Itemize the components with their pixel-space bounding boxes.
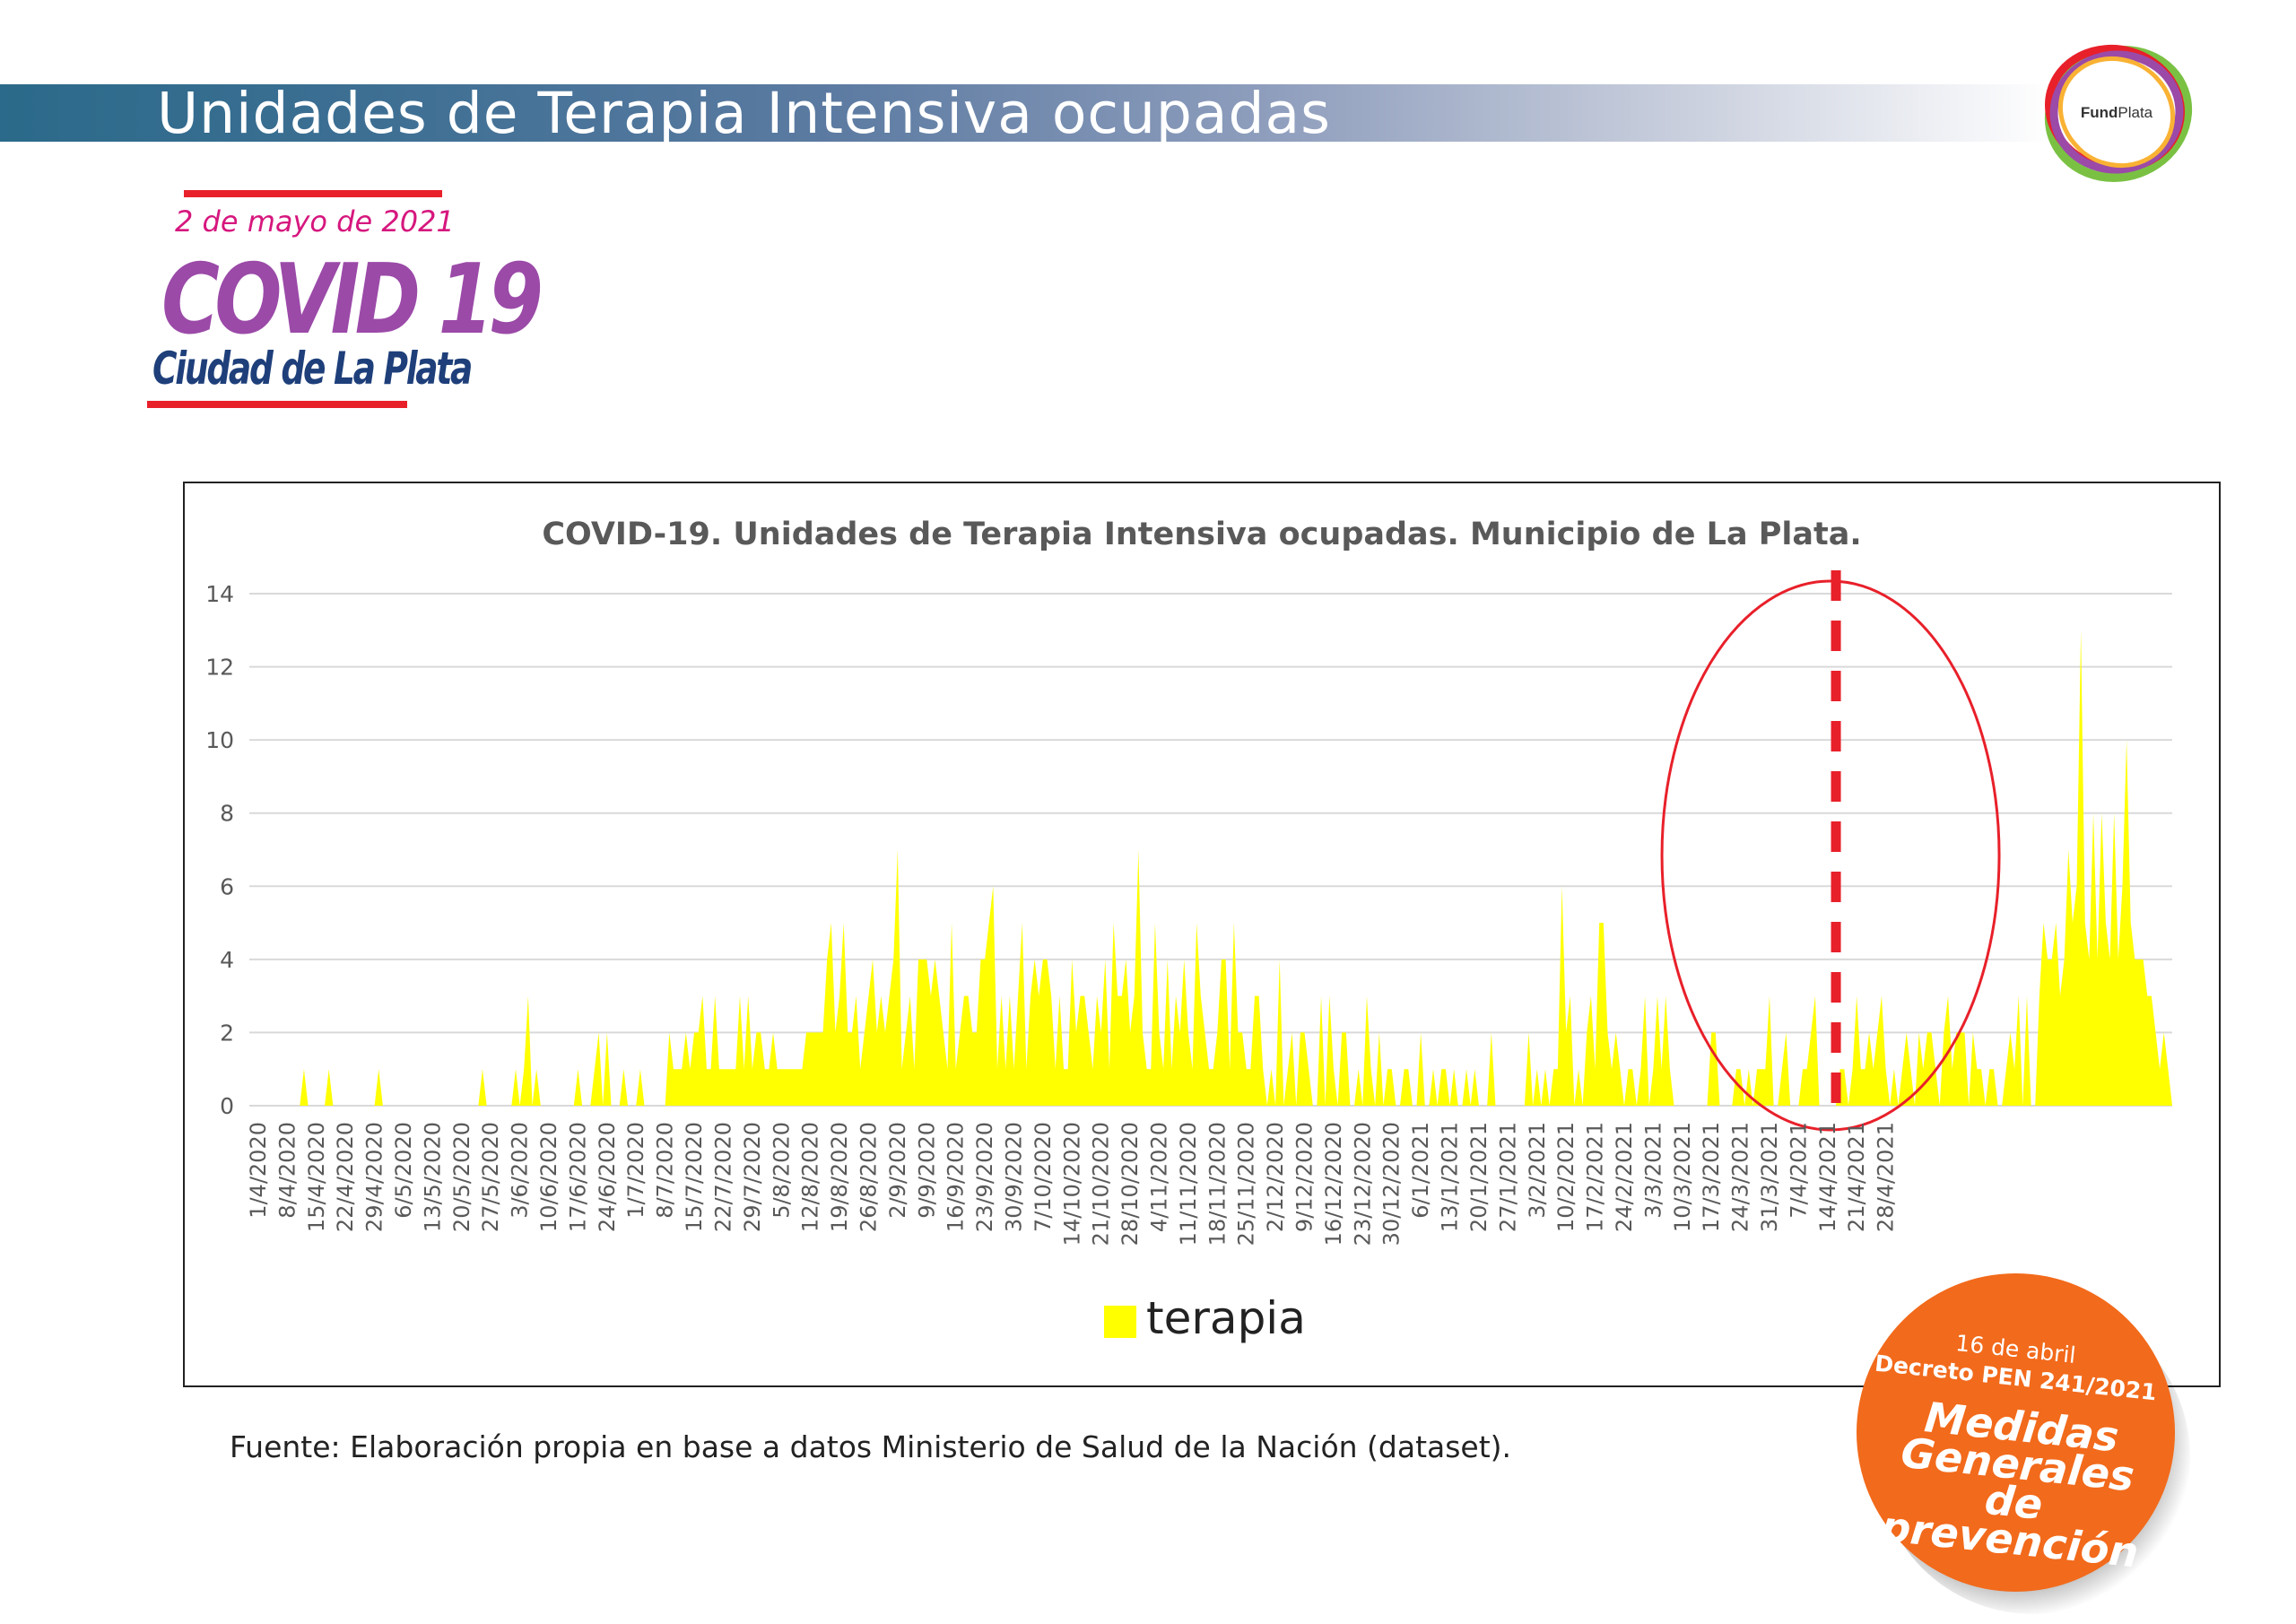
x-tick-label: 3/3/2021 [1640,1122,1665,1219]
y-tick-label: 4 [220,947,234,973]
highlight-ellipse [1660,579,2001,1132]
chart-svg: COVID-19. Unidades de Terapia Intensiva … [205,517,2172,1344]
x-tick-label: 10/2/2021 [1553,1122,1578,1232]
badge-subtitle: Ciudad de La Plata [152,343,473,395]
x-tick-label: 13/1/2021 [1438,1122,1463,1232]
page-title: Unidades de Terapia Intensiva ocupadas [157,81,1331,146]
badge-date: 2 de mayo de 2021 [175,204,455,239]
x-tick-label: 9/9/2020 [914,1122,939,1219]
badge-title: COVID 19 [161,244,544,356]
x-tick-label: 5/8/2020 [769,1122,794,1219]
x-tick-label: 17/2/2021 [1583,1122,1608,1232]
chart-frame: COVID-19. Unidades de Terapia Intensiva … [183,482,2221,1387]
x-tick-label: 28/10/2020 [1118,1122,1143,1246]
x-tick-label: 12/8/2020 [798,1122,823,1232]
x-tick-label: 3/6/2020 [508,1122,533,1219]
x-tick-label: 10/6/2020 [536,1122,561,1232]
x-tick-label: 7/10/2020 [1031,1122,1056,1232]
x-tick-label: 14/4/2021 [1815,1122,1840,1232]
x-tick-label: 15/4/2020 [304,1122,329,1232]
x-tick-label: 25/11/2020 [1234,1122,1259,1246]
x-tick-label: 8/7/2020 [653,1122,678,1219]
x-tick-label: 13/5/2020 [420,1122,445,1232]
x-tick-label: 21/4/2021 [1844,1122,1869,1232]
x-tick-label: 19/8/2020 [827,1122,852,1232]
x-tick-label: 15/7/2020 [682,1122,707,1232]
medidas-title: Medidas Generales de prevención [1878,1393,2142,1577]
x-tick-label: 29/4/2020 [362,1122,387,1232]
badge-circle: 16 de abril Decreto PEN 241/2021 Medidas… [1857,1273,2175,1592]
svg-text:FundPlata: FundPlata [2081,104,2153,121]
y-tick-label: 14 [205,581,234,607]
x-tick-label: 26/8/2020 [856,1122,881,1232]
x-tick-label: 2/9/2020 [885,1122,910,1219]
medidas-badge: 16 de abril Decreto PEN 241/2021 Medidas… [1857,1273,2197,1614]
x-tick-label: 4/11/2020 [1147,1122,1172,1232]
y-tick-label: 12 [205,655,234,681]
legend-swatch-terapia [1104,1306,1136,1338]
x-tick-label: 29/7/2020 [740,1122,765,1232]
x-tick-label: 22/4/2020 [333,1122,358,1232]
x-tick-label: 1/7/2020 [623,1122,648,1219]
x-tick-label: 6/5/2020 [391,1122,416,1219]
chart-title: COVID-19. Unidades de Terapia Intensiva … [542,517,1861,552]
x-tick-label: 27/1/2021 [1495,1122,1520,1232]
x-tick-label: 27/5/2020 [478,1122,503,1232]
fundplata-logo: FundPlata [2044,44,2193,182]
x-tick-label: 20/5/2020 [449,1122,474,1232]
x-tick-label: 20/1/2021 [1466,1122,1492,1232]
x-tick-label: 7/4/2021 [1786,1122,1811,1219]
x-tick-label: 9/12/2020 [1292,1122,1318,1232]
x-tick-label: 24/6/2020 [595,1122,620,1232]
x-tick-label: 30/12/2020 [1379,1122,1405,1246]
x-tick-label: 24/2/2021 [1612,1122,1637,1232]
legend-label-terapia: terapia [1146,1292,1306,1344]
x-tick-label: 31/3/2021 [1757,1122,1782,1232]
x-tick-label: 17/6/2020 [565,1122,590,1232]
x-tick-label: 23/9/2020 [972,1122,997,1232]
x-tick-label: 22/7/2020 [710,1122,735,1232]
x-tick-label: 14/10/2020 [1059,1122,1084,1246]
x-tick-label: 28/4/2021 [1874,1122,1899,1232]
x-tick-label: 1/4/2020 [246,1122,271,1219]
y-tick-label: 0 [220,1093,234,1119]
x-tick-label: 17/3/2021 [1699,1122,1724,1232]
badge-bottom-line [147,401,407,408]
series-terapia-area [258,630,2172,1106]
x-tick-label: 8/4/2020 [274,1122,300,1219]
covid-badge: 2 de mayo de 2021 COVID 19 Ciudad de La … [144,188,544,421]
x-tick-label: 23/12/2020 [1350,1122,1375,1246]
x-tick-label: 30/9/2020 [1001,1122,1026,1232]
x-tick-label: 18/11/2020 [1205,1122,1230,1246]
x-tick-label: 10/3/2021 [1670,1122,1695,1232]
x-tick-label: 16/12/2020 [1321,1122,1346,1246]
x-tick-label: 16/9/2020 [944,1122,969,1232]
y-tick-label: 6 [220,873,234,899]
x-tick-label: 6/1/2021 [1408,1122,1433,1219]
badge-top-line [184,190,442,197]
x-tick-label: 2/12/2020 [1263,1122,1288,1232]
y-tick-label: 8 [220,801,234,827]
header-band [0,84,2054,142]
y-tick-label: 2 [220,1020,234,1046]
y-tick-label: 10 [205,727,234,753]
source-note: Fuente: Elaboración propia en base a dat… [230,1429,1512,1464]
x-tick-label: 3/2/2021 [1525,1122,1550,1219]
x-tick-label: 21/10/2020 [1089,1122,1114,1246]
x-tick-label: 24/3/2021 [1728,1122,1753,1232]
x-tick-label: 11/11/2020 [1176,1122,1201,1246]
